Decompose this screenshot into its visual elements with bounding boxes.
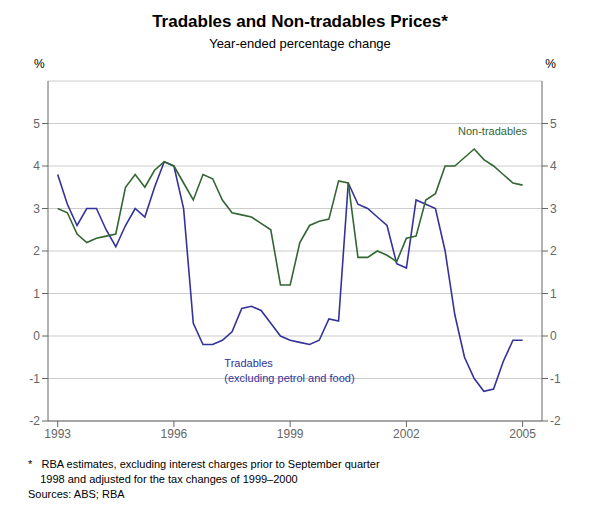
svg-text:3: 3 [550, 202, 557, 216]
svg-text:3: 3 [33, 202, 40, 216]
svg-text:2002: 2002 [393, 427, 420, 441]
svg-text:0: 0 [33, 329, 40, 343]
svg-text:5: 5 [33, 117, 40, 131]
svg-text:1: 1 [33, 287, 40, 301]
svg-text:2005: 2005 [509, 427, 536, 441]
svg-text:2: 2 [33, 244, 40, 258]
svg-text:1996: 1996 [161, 427, 188, 441]
svg-text:1: 1 [550, 287, 557, 301]
svg-text:-1: -1 [550, 372, 561, 386]
html-text:Tradables and Non-tradables Pr: Tradables and Non-tradables Prices* [152, 12, 448, 31]
svg-text:1993: 1993 [44, 427, 71, 441]
svg-text:-2: -2 [29, 414, 40, 428]
html-text:* RBA estimates, excluding int: * RBA estimates, excluding interest char… [28, 458, 380, 470]
html-text:Sources: ABS; RBA: Sources: ABS; RBA [28, 488, 125, 500]
html-text:1998 and adjusted for the tax: 1998 and adjusted for the tax changes of… [28, 473, 298, 485]
html-text:Non-tradables: Non-tradables [458, 125, 528, 138]
svg-text:-2: -2 [550, 414, 561, 428]
svg-text:4: 4 [33, 159, 40, 173]
svg-text:0: 0 [550, 329, 557, 343]
html-text:Tradables: Tradables [224, 357, 273, 370]
svg-text:-1: -1 [29, 372, 40, 386]
svg-text:5: 5 [550, 117, 557, 131]
svg-text:4: 4 [550, 159, 557, 173]
html-text:Year-ended percentage change: Year-ended percentage change [209, 36, 391, 51]
svg-text:1999: 1999 [277, 427, 304, 441]
svg-text:2: 2 [550, 244, 557, 258]
html-text:(excluding petrol and food): (excluding petrol and food) [224, 372, 355, 385]
